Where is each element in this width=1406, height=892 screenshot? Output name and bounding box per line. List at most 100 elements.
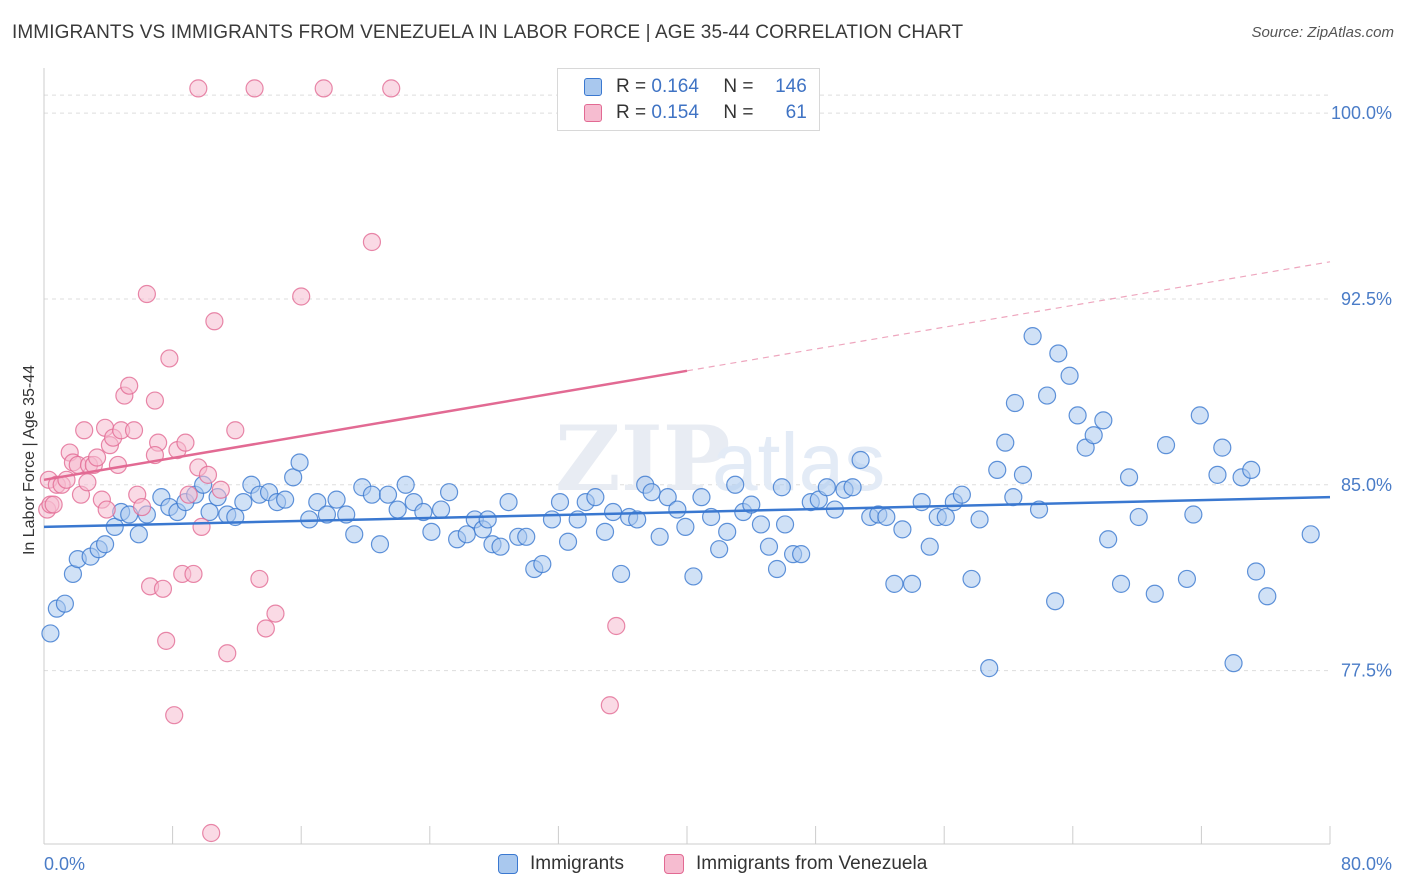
axes (43, 68, 1331, 845)
immigrants-point (1301, 525, 1320, 544)
source-label: Source: ZipAtlas.com (1251, 24, 1394, 41)
immigrants-point (885, 574, 904, 593)
venezuela-point (314, 79, 333, 98)
immigrants-point (1177, 569, 1197, 589)
immigrants-point (726, 475, 745, 494)
immigrants-point (843, 478, 862, 497)
immigrants-point (962, 569, 981, 589)
gridlines (44, 94, 1330, 672)
venezuela-point (108, 455, 128, 475)
venezuela-point (44, 495, 63, 514)
immigrants-point (200, 502, 219, 522)
immigrants-point (996, 433, 1015, 452)
venezuela-point (132, 497, 152, 517)
venezuela-point (218, 644, 237, 663)
immigrants-point (1246, 562, 1266, 581)
venezuela-point (198, 465, 218, 484)
immigrants-point (792, 545, 811, 564)
trend-lines (43, 261, 1331, 529)
immigrants-point (550, 493, 570, 512)
legend-n-value: 61 (785, 102, 807, 123)
immigrants-point (457, 525, 476, 544)
legend-r-value: 0.164 (651, 76, 699, 97)
immigrants-point (718, 522, 737, 541)
immigrants-point (642, 483, 661, 502)
immigrants-point (980, 659, 999, 678)
venezuela-point (165, 706, 184, 725)
immigrants-point (308, 493, 327, 512)
immigrants-point (970, 510, 989, 529)
immigrants-point (1224, 654, 1243, 673)
venezuela-point (192, 517, 211, 536)
venezuela-point (202, 823, 221, 843)
venezuela-point (75, 421, 94, 440)
immigrants-point (41, 624, 60, 643)
venezuela-point (97, 500, 116, 519)
immigrants-point (902, 574, 922, 593)
immigrants-point (1129, 507, 1148, 527)
chart-title: IMMIGRANTS VS IMMIGRANTS FROM VENEZUELA … (12, 22, 964, 43)
immigrants-point (936, 507, 955, 527)
venezuela-point (124, 421, 144, 440)
immigrants-point (431, 500, 451, 519)
immigrants-point (1068, 406, 1087, 425)
venezuela-point (145, 391, 165, 410)
venezuela-point (607, 616, 626, 636)
y-tick-label: 85.0% (1341, 475, 1392, 495)
venezuela-point (600, 696, 619, 715)
venezuela-point (179, 485, 198, 504)
immigrants-point (1119, 468, 1139, 487)
venezuela-point (184, 564, 203, 584)
legend-row-immigrants: R = 0.164 N = 146 (584, 75, 807, 99)
immigrants-point (290, 453, 309, 472)
series-venezuela-points (38, 79, 626, 843)
immigrants-point (912, 493, 931, 512)
venezuela-point (78, 473, 97, 492)
venezuela-point (256, 619, 275, 638)
immigrants-point (1242, 460, 1261, 480)
immigrants-point (558, 532, 578, 551)
immigrants-point (676, 517, 695, 536)
immigrants-point (499, 493, 518, 512)
venezuela-point (226, 421, 245, 440)
trend-line-dashed (686, 261, 1331, 372)
immigrants-point (478, 510, 497, 529)
venezuela-point (176, 433, 195, 452)
legend-r-label: R = (616, 102, 647, 123)
immigrants-point (851, 450, 870, 470)
legend-n-label: N = (723, 76, 754, 97)
immigrants-point (668, 500, 687, 519)
immigrants-point (628, 510, 647, 529)
immigrants-point (952, 485, 971, 504)
immigrants-point (517, 527, 536, 546)
immigrants-point (1190, 406, 1209, 425)
venezuela-point (87, 448, 107, 467)
immigrants-point (775, 515, 795, 534)
venezuela-point (189, 79, 208, 98)
venezuela-point (153, 579, 173, 598)
venezuela-point (382, 79, 401, 98)
immigrants-point (751, 515, 771, 534)
immigrants-point (893, 520, 912, 539)
immigrants-point (345, 525, 364, 544)
immigrants-point (55, 594, 74, 613)
legend-r-label: R = (616, 76, 647, 97)
legend-swatch-blue (584, 78, 602, 96)
venezuela-point (120, 376, 139, 395)
venezuela-point (362, 232, 382, 252)
immigrants-point (1145, 584, 1164, 603)
immigrants-point (370, 535, 390, 554)
legend-item-venezuela: Immigrants from Venezuela (664, 853, 927, 875)
immigrants-point (1111, 574, 1131, 593)
immigrants-point (542, 510, 562, 529)
immigrants-point (692, 488, 711, 507)
immigrants-point (1208, 465, 1227, 484)
immigrants-point (1037, 386, 1057, 405)
venezuela-point (137, 284, 156, 304)
legend-n-label: N = (723, 102, 754, 123)
immigrants-point (1049, 344, 1068, 363)
immigrants-point (650, 527, 669, 546)
legend-item-immigrants: Immigrants (498, 853, 624, 875)
